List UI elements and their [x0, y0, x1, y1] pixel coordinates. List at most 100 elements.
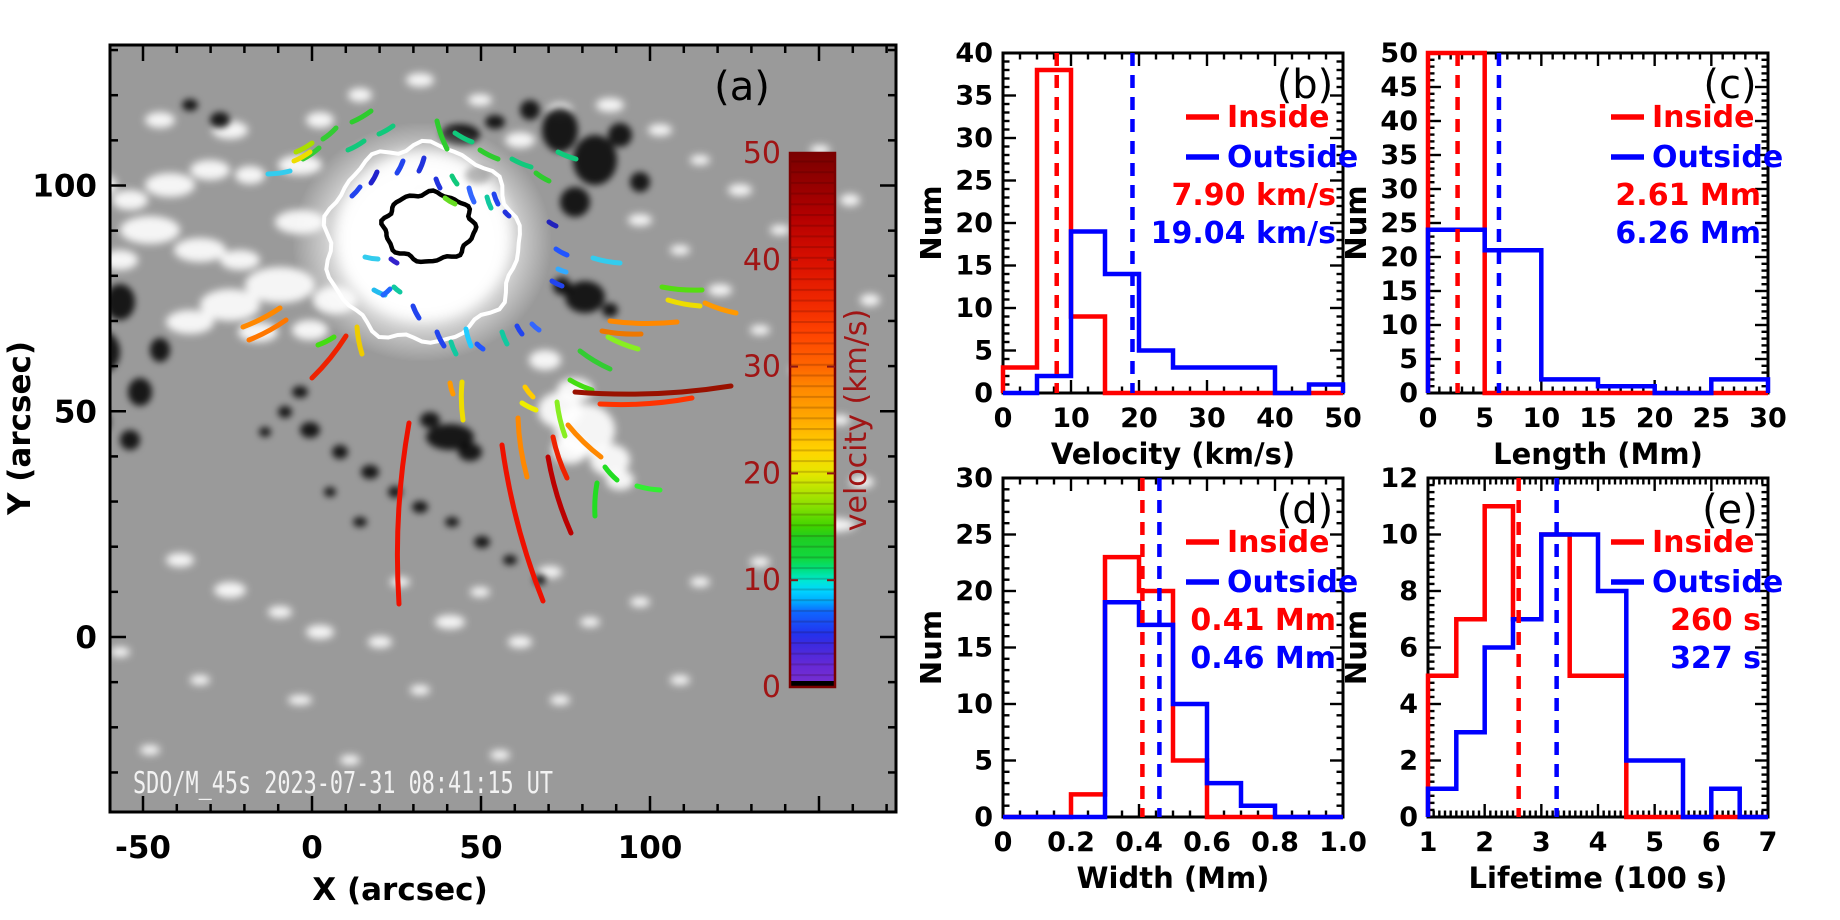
x-tick-label: 0.8	[1251, 827, 1299, 858]
velocity-streak	[477, 147, 501, 162]
velocity-streak	[499, 442, 546, 604]
velocity-streak	[388, 256, 400, 266]
y-tick-label: 10	[955, 689, 993, 720]
legend-label-inside: Inside	[1227, 525, 1329, 560]
x-tick-label: 5	[1645, 827, 1664, 858]
outer-contour	[321, 138, 522, 345]
velocity-streak	[602, 464, 620, 483]
velocity-streak	[240, 305, 283, 330]
y-tick-label: 4	[1399, 689, 1418, 720]
velocity-streak	[452, 130, 475, 145]
x-tick-label: 50	[459, 830, 502, 866]
velocity-streak	[315, 334, 337, 348]
y-tick-label: 100	[32, 169, 97, 205]
y-tick-label: 10	[1380, 310, 1418, 341]
y-tick-label: 20	[1380, 242, 1418, 273]
y-tick-label: 0	[974, 802, 993, 833]
velocity-streak	[529, 321, 542, 333]
x-tick-label: 4	[1589, 827, 1608, 858]
x-tick-label: 0.4	[1115, 827, 1163, 858]
mean-value-outside: 0.46 Mm	[1190, 641, 1336, 676]
velocity-streak	[320, 125, 339, 142]
velocity-streak	[368, 169, 380, 186]
velocity-streak	[502, 209, 512, 219]
histogram-outside	[1425, 227, 1771, 396]
x-tick-label: 0	[994, 403, 1013, 434]
x-axis-title: X (arcsec)	[312, 872, 487, 908]
velocity-streak	[659, 284, 705, 293]
colorbar-tick-label: 40	[743, 243, 781, 278]
velocity-streak	[447, 380, 456, 397]
velocity-streak	[458, 379, 466, 423]
magnetogram-image: 0 10 20 30 40 50	[110, 45, 896, 812]
velocity-streak	[449, 173, 460, 187]
inner-contour	[379, 188, 479, 265]
x-tick-label: 0	[301, 830, 323, 866]
velocity-streak	[607, 318, 680, 327]
y-tick-label: 20	[955, 208, 993, 239]
velocity-streak	[394, 158, 406, 176]
mean-value-inside: 260 s	[1670, 603, 1761, 638]
velocity-streak	[533, 170, 552, 184]
legend-label-inside: Inside	[1652, 525, 1754, 560]
velocity-streak	[466, 185, 477, 205]
legend-label-outside: Outside	[1652, 565, 1783, 600]
y-tick-label: 35	[955, 81, 993, 112]
y-tick-label: 15	[1380, 276, 1418, 307]
y-tick-label: 30	[955, 123, 993, 154]
x-tick-label: 0	[1419, 403, 1438, 434]
mean-value-inside: 0.41 Mm	[1190, 603, 1336, 638]
x-tick-label: 30	[1188, 403, 1226, 434]
velocity-streak	[605, 334, 641, 352]
observation-annotation: SDO/M_45s 2023-07-31 08:41:15 UT	[133, 766, 553, 801]
histogram-outside	[1425, 532, 1768, 820]
panel-letter: (e)	[1702, 487, 1758, 533]
y-tick-label: 10	[955, 293, 993, 324]
velocity-streak	[434, 118, 450, 152]
panel-a-magnetogram: 0 10 20 30 40 50 velocity (km/s) -50 0 50 100 0 50 10…	[2, 43, 898, 908]
y-tick-label: 5	[1399, 344, 1418, 375]
velocity-streak	[394, 420, 412, 607]
y-tick-label: 15	[955, 633, 993, 664]
y-tick-label: 50	[54, 394, 97, 430]
y-tick-label: 12	[1380, 463, 1418, 494]
velocity-streak	[665, 297, 703, 309]
x-tick-label: 20	[1120, 403, 1158, 434]
velocity-streak	[567, 377, 595, 393]
y-tick-label: 6	[1399, 633, 1418, 664]
velocity-streak	[702, 300, 739, 316]
y-tick-label: 25	[955, 520, 993, 551]
x-tick-label: 0.6	[1183, 827, 1231, 858]
velocity-streak	[416, 155, 427, 174]
velocity-streak	[509, 156, 534, 170]
y-tick-label: 0	[1399, 802, 1418, 833]
x-tick-label: 6	[1702, 827, 1721, 858]
velocity-streak	[554, 399, 568, 439]
x-tick-label: 0	[994, 827, 1013, 858]
x-tick-label: 1.0	[1319, 827, 1367, 858]
mean-value-inside: 2.61 Mm	[1615, 178, 1761, 213]
panel-letter: (c)	[1703, 62, 1756, 108]
velocity-streak	[555, 266, 569, 275]
velocity-streak	[550, 434, 570, 481]
y-tick-label: 15	[955, 251, 993, 282]
y-tick-label: 8	[1399, 576, 1418, 607]
x-tick-label: 100	[618, 830, 683, 866]
velocity-streak	[391, 284, 403, 295]
axes: 0 0.2 0.4 0.6 0.8 1.0 0 5 10 15 20 25 30	[955, 463, 1367, 858]
velocity-streak	[448, 339, 459, 357]
y-tick-label: 30	[1380, 174, 1418, 205]
x-tick-label: 40	[1256, 403, 1294, 434]
x-tick-label: 10	[1523, 403, 1561, 434]
colorbar-title: velocity (km/s)	[839, 309, 874, 532]
x-tick-label: 30	[1749, 403, 1787, 434]
velocity-streak	[572, 383, 734, 397]
y-tick-label: 0	[1399, 378, 1418, 409]
